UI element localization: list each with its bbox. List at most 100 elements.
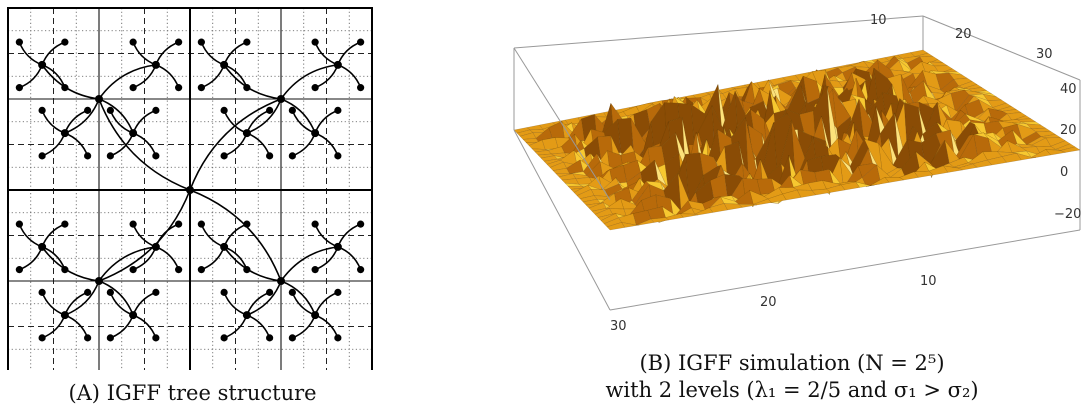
axis-z-tick: 0	[1060, 165, 1068, 180]
axis-bottom-tick: 30	[610, 319, 627, 334]
axis-z: 40 20 0 −20	[1054, 82, 1081, 222]
tree-leaf-node	[220, 152, 228, 160]
tree-node	[277, 95, 285, 103]
tree-leaf-node	[357, 38, 365, 46]
tree-node	[242, 129, 251, 138]
grid-border	[7, 7, 373, 370]
tree-leaf-node	[152, 152, 160, 160]
tree-leaf-node	[311, 84, 319, 92]
tree-leaf-node	[220, 106, 228, 114]
tree-node	[151, 60, 160, 69]
tree-node	[129, 129, 138, 138]
tree-leaf-node	[288, 334, 296, 342]
caption-b-line2: with 2 levels (λ₁ = 2/5 and σ₁ > σ₂)	[605, 378, 979, 402]
tree-leaf-node	[61, 84, 69, 92]
caption-b-label: (B)	[639, 351, 672, 375]
tree-node	[311, 311, 320, 320]
plot-box-back	[513, 15, 1081, 230]
tree-structure-diagram	[7, 7, 373, 370]
tree-leaf-node	[38, 288, 46, 296]
tree-edge	[280, 246, 338, 282]
tree-leaf-node	[175, 84, 183, 92]
tree-leaf-node	[334, 106, 342, 114]
tree-leaf-node	[334, 288, 342, 296]
tree-node	[220, 242, 229, 251]
tree-node	[60, 311, 69, 320]
tree-leaf-node	[266, 288, 274, 296]
tree-leaf-node	[106, 288, 114, 296]
tree-edge	[64, 98, 100, 134]
tree-edge	[64, 280, 100, 316]
tree-leaf-node	[15, 84, 23, 92]
tree-node	[60, 129, 69, 138]
tree-leaf-node	[334, 334, 342, 342]
tree-node	[333, 242, 342, 251]
tree-leaf-node	[84, 288, 92, 296]
tree-node	[311, 129, 320, 138]
tree-leaf-node	[220, 288, 228, 296]
tree-leaf-node	[129, 84, 137, 92]
tree-edge	[246, 98, 282, 134]
tree-leaf-node	[357, 220, 365, 228]
tree-leaf-node	[197, 38, 205, 46]
tree-leaf-node	[357, 266, 365, 274]
surface-plot: 10 20 30 40 20 0 −20 10 20 30	[513, 13, 1081, 334]
tree-leaf-node	[84, 106, 92, 114]
caption-b: (B) IGFF simulation (N = 2⁵) with 2 leve…	[500, 350, 1084, 404]
tree-leaf-node	[220, 334, 228, 342]
axis-bottom-tick: 20	[760, 295, 777, 310]
axis-top-tick: 10	[870, 13, 887, 28]
tree-leaf-node	[311, 266, 319, 274]
tree-leaf-node	[266, 106, 274, 114]
tree-leaf-node	[106, 334, 114, 342]
axis-z-tick: 40	[1060, 82, 1077, 97]
tree-leaf-node	[175, 266, 183, 274]
tree-leaf-node	[311, 38, 319, 46]
tree-edge	[280, 64, 338, 100]
tree-leaf-node	[106, 152, 114, 160]
tree-node	[220, 60, 229, 69]
tree-node	[129, 311, 138, 320]
tree-edge	[246, 280, 282, 316]
tree-leaf-node	[243, 38, 251, 46]
tree-leaf-node	[334, 152, 342, 160]
caption-a-label: (A)	[68, 381, 100, 405]
tree-leaf-node	[288, 288, 296, 296]
tree-leaf-node	[129, 220, 137, 228]
panel-b: 10 20 30 40 20 0 −20 10 20 30 (B) IGFF s…	[500, 0, 1084, 415]
tree-edge	[98, 280, 134, 316]
tree-leaf-node	[38, 152, 46, 160]
tree-leaf-node	[243, 220, 251, 228]
tree-leaf-node	[288, 152, 296, 160]
tree-leaf-node	[197, 84, 205, 92]
axis-top-tick: 30	[1036, 47, 1053, 62]
tree-leaf-node	[288, 106, 296, 114]
tree-node	[242, 311, 251, 320]
tree-leaf-node	[357, 84, 365, 92]
surface-mesh	[513, 49, 1081, 231]
tree-leaf-node	[38, 334, 46, 342]
tree-node	[38, 60, 47, 69]
tree-edge	[98, 98, 191, 191]
axis-bottom: 10 20 30	[610, 274, 937, 334]
caption-a-text: IGFF tree structure	[106, 381, 317, 405]
axis-top: 10 20 30	[870, 13, 1053, 62]
tree-leaf-node	[175, 220, 183, 228]
tree-leaf-node	[38, 106, 46, 114]
tree-leaf-node	[129, 266, 137, 274]
tree-leaf-node	[61, 38, 69, 46]
tree-node	[186, 186, 194, 194]
axis-bottom-tick: 10	[920, 274, 937, 289]
plot-box-front	[513, 47, 1081, 311]
tree-node	[38, 242, 47, 251]
tree-node	[151, 242, 160, 251]
caption-b-line1-text: IGFF simulation (N = 2⁵)	[677, 351, 945, 375]
tree-edge	[189, 98, 282, 191]
tree-leaf-node	[266, 152, 274, 160]
tree-leaf-node	[129, 38, 137, 46]
tree-leaf-node	[15, 220, 23, 228]
tree-leaf-node	[15, 38, 23, 46]
tree-leaf-node	[243, 84, 251, 92]
tree-leaf-node	[84, 334, 92, 342]
tree-leaf-node	[243, 266, 251, 274]
